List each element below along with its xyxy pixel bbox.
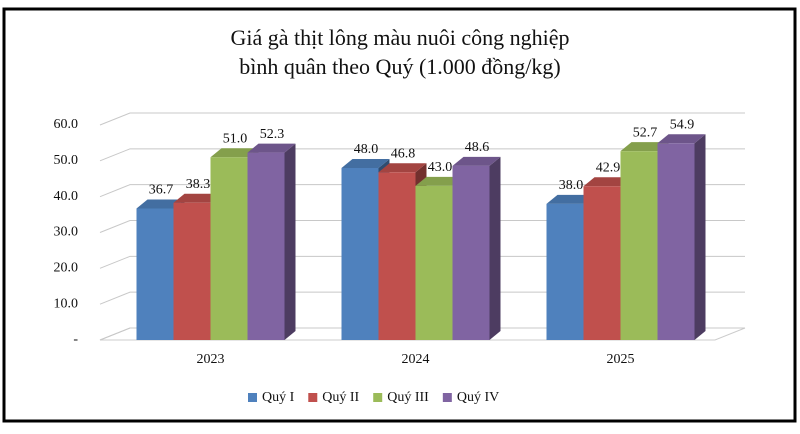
legend-label: Quý I (262, 390, 295, 405)
bar (378, 172, 416, 340)
data-label: 52.7 (633, 125, 658, 140)
y-tick-label: 60.0 (54, 117, 79, 132)
bar-top (210, 148, 259, 158)
bar-top (247, 143, 296, 153)
data-label: 42.9 (596, 160, 621, 175)
data-label: 54.9 (670, 117, 695, 132)
data-label: 48.0 (354, 142, 379, 157)
bar (210, 157, 248, 340)
bar-top (341, 159, 390, 168)
bar (415, 185, 453, 340)
bar-top (415, 176, 464, 186)
bar-top (546, 194, 595, 204)
data-label: 48.6 (465, 140, 490, 155)
x-tick-label: 2023 (197, 352, 225, 367)
y-tick-label: 50.0 (54, 153, 79, 168)
bar-top (136, 199, 185, 209)
y-tick-label: 20.0 (54, 261, 79, 276)
x-tick-label: 2024 (402, 352, 430, 367)
bar (452, 165, 490, 340)
data-label: 52.3 (260, 127, 285, 142)
data-label: 51.0 (223, 131, 248, 146)
bar (136, 208, 174, 340)
bar-top (378, 163, 427, 173)
bar-side (284, 143, 296, 340)
bar-top (620, 142, 669, 152)
bar-side (694, 134, 706, 340)
legend-marker (308, 393, 318, 402)
data-label: 38.3 (186, 177, 211, 192)
y-tick-label: 10.0 (54, 296, 79, 311)
legend-label: Quý III (387, 390, 429, 405)
grid-line (99, 255, 745, 269)
legend-marker (442, 393, 452, 402)
y-tick-label: 30.0 (54, 225, 79, 240)
bar-top (583, 177, 632, 187)
grid-line (99, 220, 745, 233)
data-label: 43.0 (428, 160, 453, 175)
y-tick-label: - (73, 332, 78, 347)
legend-label: Quý IV (457, 390, 499, 405)
chart-title: Giá gà thịt lông màu nuôi công nghiệp (230, 25, 569, 50)
bar (657, 143, 695, 340)
grid-line (99, 327, 745, 341)
x-tick-label: 2025 (607, 352, 635, 367)
bar (173, 202, 211, 340)
legend-marker (373, 393, 383, 402)
y-tick-label: 40.0 (54, 189, 79, 204)
bar (583, 186, 621, 340)
grid-line (99, 291, 745, 305)
grid-line (99, 184, 745, 198)
bar (247, 152, 285, 340)
legend-label: Quý II (322, 390, 359, 405)
data-label: 46.8 (391, 147, 416, 162)
grid-line (99, 148, 745, 162)
bar-top (452, 156, 501, 166)
bar (341, 168, 379, 340)
legend-marker (248, 393, 257, 402)
data-label: 36.7 (149, 183, 174, 198)
grid-line (99, 112, 745, 126)
bar-side (489, 156, 501, 340)
bar-top (657, 134, 706, 144)
bar (546, 203, 584, 340)
chart-subtitle: bình quân theo Quý (1.000 đồng/kg) (239, 54, 560, 79)
bar-top (173, 193, 222, 203)
data-label: 38.0 (559, 178, 584, 193)
bar (620, 151, 658, 340)
